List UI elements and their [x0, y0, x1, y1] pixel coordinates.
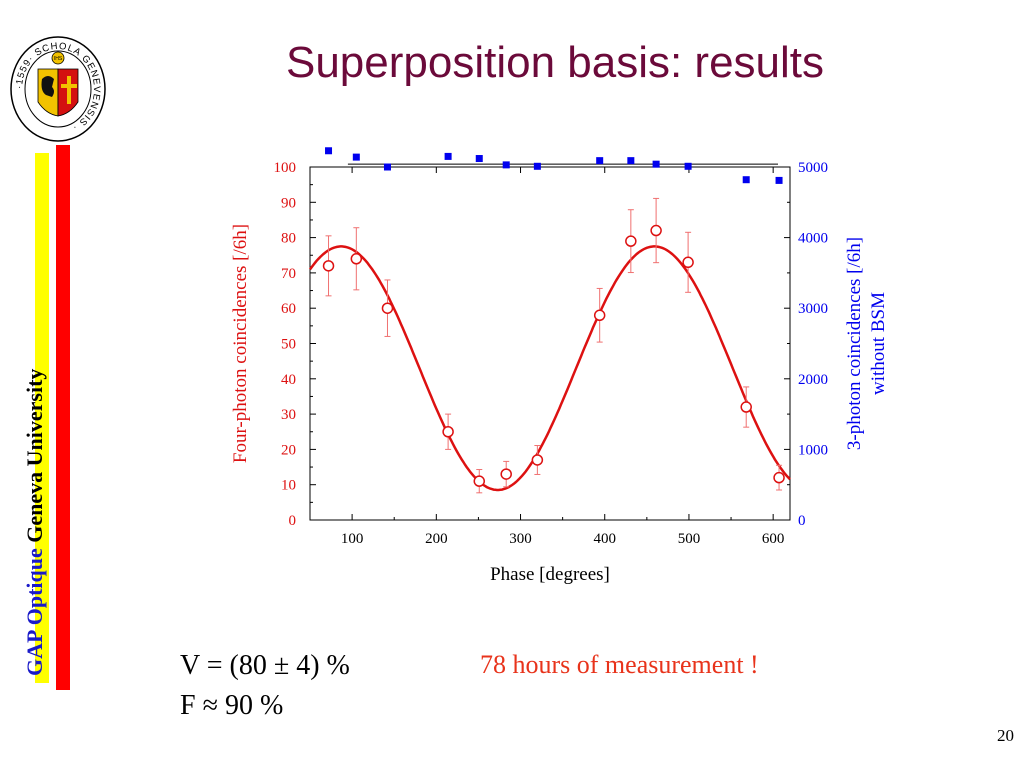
red-stripe [56, 145, 70, 690]
yellow-stripe [35, 153, 49, 683]
y-tick-label: 40 [281, 372, 296, 388]
y-tick-label: 100 [274, 160, 297, 176]
x-tick-label: 600 [762, 531, 785, 547]
y-tick-label: 90 [281, 195, 296, 211]
four-photon-point [740, 401, 752, 413]
measurement-duration-note: 78 hours of measurement ! [480, 650, 759, 679]
four-photon-point [773, 471, 785, 484]
three-photon-point [596, 157, 604, 165]
slide-title: Superposition basis: results [285, 38, 825, 87]
four-photon-point [473, 475, 486, 487]
four-photon-point [500, 468, 512, 480]
plot-frame [309, 166, 791, 521]
y-tick-label: 30 [281, 407, 296, 423]
x-tick-label: 200 [425, 531, 448, 547]
three-photon-point [383, 163, 391, 171]
y-tick-label: 60 [281, 301, 296, 317]
x-tick-label: 500 [678, 531, 701, 547]
four-photon-point [322, 260, 335, 272]
four-photon-point [682, 256, 694, 269]
three-photon-point [627, 157, 635, 165]
y-axis-label: Four-photon coincidences [/6h] [230, 224, 251, 463]
university-seal-logo: IHS ·1559· SCHOLA GENEVENSIS · [10, 36, 106, 142]
x-axis-label: Phase [degrees] [490, 564, 610, 585]
three-photon-point [742, 176, 750, 184]
three-photon-point [533, 162, 541, 170]
four-photon-point [650, 224, 662, 237]
four-photon-point [625, 235, 637, 247]
four-photon-point [350, 253, 363, 265]
three-photon-point [475, 155, 483, 163]
y-tick-label: 10 [281, 478, 296, 494]
y2-tick-label: 5000 [798, 160, 828, 176]
x-tick-label: 100 [341, 531, 364, 547]
x-tick-label: 400 [593, 531, 616, 547]
y-tick-label: 0 [289, 513, 297, 529]
group-name: GAP Optique [22, 548, 47, 676]
visibility-result: V = (80 ± 4) % [180, 650, 350, 681]
four-photon-point [442, 426, 454, 438]
fit-curve [308, 245, 791, 492]
three-photon-point [502, 161, 510, 169]
university-name: Geneva University [22, 368, 47, 543]
three-photon-point [652, 160, 660, 168]
y-tick-label: 20 [281, 442, 296, 458]
three-photon-point [775, 176, 783, 184]
four-photon-point [593, 309, 606, 322]
fidelity-result: F ≈ 90 % [180, 690, 284, 721]
three-photon-point [684, 162, 692, 170]
y2-tick-label: 3000 [798, 301, 828, 317]
page-number: 20 [997, 726, 1014, 745]
y2-tick-label: 0 [798, 513, 806, 529]
y2-tick-label: 2000 [798, 372, 828, 388]
university-label: GAP Optique Geneva University [22, 369, 48, 676]
phase-chart: 100 200 300 400 500 600 0 10 20 30 40 50 60 70 80 90 100… [230, 147, 889, 585]
four-photon-point [531, 454, 544, 466]
seal-center-text: IHS [54, 56, 63, 62]
y2-axis-label-line2: without BSM [868, 292, 889, 395]
three-photon-point [352, 153, 360, 161]
y2-axis-label: 3-photon coincidences [/6h] [844, 237, 865, 450]
y2-tick-label: 1000 [798, 442, 828, 458]
three-photon-point [444, 152, 452, 160]
y-tick-label: 50 [281, 337, 296, 353]
y2-tick-label: 4000 [798, 231, 828, 247]
y-tick-label: 80 [281, 231, 296, 247]
four-photon-point [381, 302, 394, 314]
x-tick-label: 300 [509, 531, 532, 547]
three-photon-point [325, 147, 333, 155]
y-tick-label: 70 [281, 266, 296, 282]
